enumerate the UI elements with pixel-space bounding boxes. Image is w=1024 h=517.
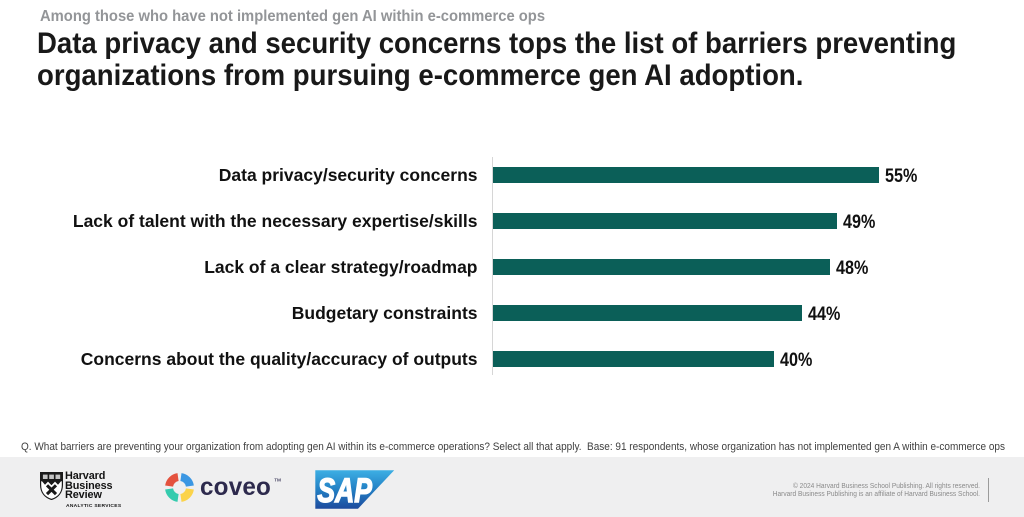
svg-text:SAP: SAP [317,472,372,509]
